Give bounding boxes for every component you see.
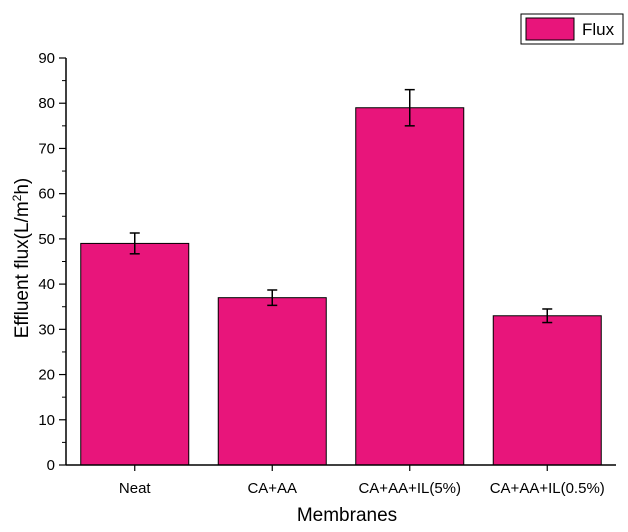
x-tick-label: CA+AA+IL(5%)	[358, 480, 461, 497]
y-axis-title-superscript: 2	[10, 194, 24, 201]
y-axis-title-end: h)	[12, 178, 33, 195]
x-tick-label: CA+AA+IL(0.5%)	[490, 480, 605, 497]
y-tick-label: 10	[38, 412, 55, 429]
bar-CA+AA+IL(0.5%)	[492, 315, 602, 466]
y-tick-label: 20	[38, 367, 55, 384]
y-tick-label: 70	[38, 140, 55, 157]
x-tick-label: CA+AA	[247, 480, 297, 497]
y-tick-label: 50	[38, 231, 55, 248]
labels-layer: Neat CA+AA CA+AA+IL(5%) CA+AA+IL(0.5%) 0 10 20…	[38, 50, 604, 497]
y-tick-label: 0	[47, 457, 55, 474]
error-bars-layer	[129, 88, 553, 324]
bars-layer	[80, 107, 602, 466]
axes-layer	[59, 57, 616, 471]
y-tick-label: 60	[38, 186, 55, 203]
y-tick-label: 90	[38, 50, 55, 67]
y-tick-label: 80	[38, 95, 55, 112]
legend-label-flux: Flux	[582, 20, 615, 39]
y-tick-label: 40	[38, 276, 55, 293]
bar-CA+AA+IL(5%)	[355, 107, 465, 466]
bar-CA+AA	[217, 297, 327, 466]
y-axis-title: Effluent flux(L/m2h)	[10, 178, 33, 339]
y-axis-title-main: Effluent flux(L/m	[12, 201, 33, 338]
x-axis-title: Membranes	[297, 505, 397, 526]
x-tick-label: Neat	[119, 480, 152, 497]
bar-Neat	[80, 242, 190, 466]
y-tick-label: 30	[38, 321, 55, 338]
legend: Flux	[520, 13, 624, 45]
legend-swatch-flux	[525, 17, 575, 41]
